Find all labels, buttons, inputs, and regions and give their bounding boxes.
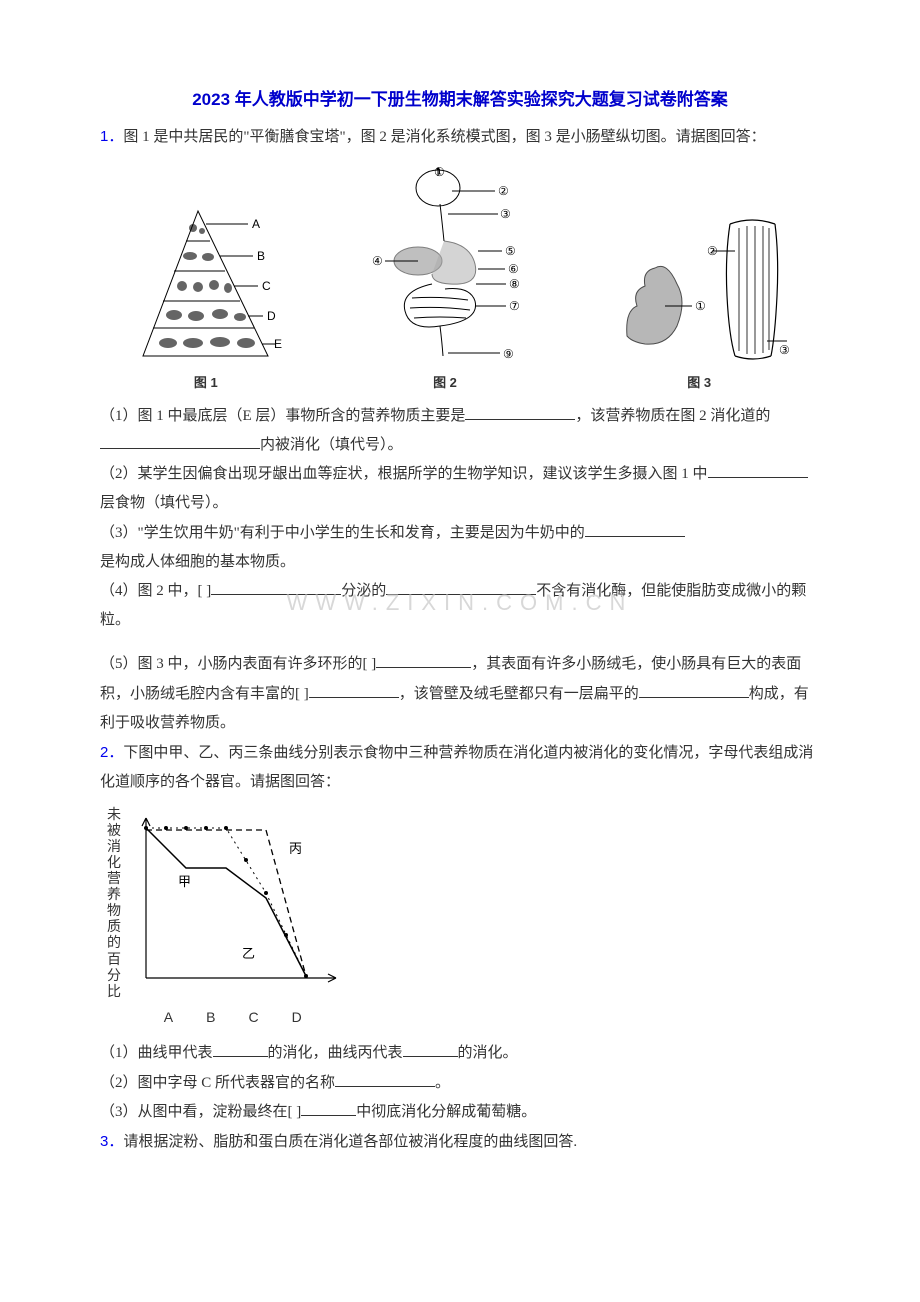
blank — [403, 1042, 458, 1057]
digestion-curve-chart: 甲 乙 丙 — [126, 808, 346, 993]
figure-2: ① ② ③ ④ ⑤ ⑥ ⑦ ⑧ ⑨ 图 2 — [340, 166, 550, 395]
dig-label-8: ⑧ — [509, 277, 520, 291]
pyramid-label-e: E — [274, 337, 282, 351]
blank — [585, 522, 685, 537]
pyramid-label-d: D — [267, 309, 276, 323]
q1-p2: （2）某学生因偏食出现牙龈出血等症状，根据所学的生物学知识，建议该学生多摄入图 … — [100, 460, 820, 519]
dig-label-5: ⑤ — [505, 244, 516, 258]
q1-figures: A B C D E 图 1 — [100, 166, 820, 395]
q2-chart: 未被消化营养物质的百分比 甲 — [106, 808, 820, 1032]
q2-p3a: （3）从图中看，淀粉最终在[ ] — [100, 1104, 301, 1120]
q1-p3b: 是构成人体细胞的基本物质。 — [100, 554, 295, 570]
q1-intro: 1．图 1 是中共居民的"平衡膳食宝塔"，图 2 是消化系统模式图，图 3 是小… — [100, 122, 820, 152]
q2-number: 2． — [100, 744, 123, 761]
q1-p1a: （1）图 1 中最底层（E 层）事物所含的营养物质主要是 — [100, 408, 465, 424]
dig-label-6: ⑥ — [508, 262, 519, 276]
q1-p4a: （4）图 2 中，[ ] — [100, 583, 211, 599]
blank — [309, 683, 399, 698]
pyramid-label-a: A — [252, 217, 260, 231]
chart-ylabel: 未被消化营养物质的百分比 — [106, 808, 122, 1001]
q1-p2a: （2）某学生因偏食出现牙龈出血等症状，根据所学的生物学知识，建议该学生多摄入图 … — [100, 466, 708, 482]
q2-intro-text: 下图中甲、乙、丙三条曲线分别表示食物中三种营养物质在消化道内被消化的变化情况，字… — [100, 745, 813, 790]
dig-label-9: ⑨ — [503, 347, 514, 361]
series-label-yi: 乙 — [242, 946, 255, 961]
q1-p2b: 层食物（填代号）。 — [100, 495, 228, 511]
q1-p1b: ，该营养物质在图 2 消化道的 — [575, 408, 770, 424]
q2-p2a: （2）图中字母 C 所代表器官的名称 — [100, 1075, 335, 1091]
xlabel-d: D — [292, 1009, 335, 1025]
q1-p5a: （5）图 3 中，小肠内表面有许多环形的[ ] — [100, 656, 376, 672]
blank — [335, 1072, 435, 1087]
blank — [386, 580, 536, 595]
pyramid-label-b: B — [257, 249, 265, 263]
q1-p4: （4）图 2 中，[ ]分泌的不含有消化酶，但能使脂肪变成微小的颗粒。 — [100, 577, 820, 636]
blank — [376, 653, 471, 668]
q3-number: 3． — [100, 1133, 123, 1150]
intestine-diagram: ② ① ③ — [607, 206, 792, 366]
q3-text: 请根据淀粉、脂肪和蛋白质在消化道各部位被消化程度的曲线图回答. — [123, 1134, 577, 1150]
dig-label-1: ① — [434, 166, 445, 179]
q2-p3: （3）从图中看，淀粉最终在[ ] 中彻底消化分解成葡萄糖。 — [100, 1098, 820, 1127]
fig3-caption: 图 3 — [607, 370, 792, 395]
blank — [708, 463, 808, 478]
q1-p3: （3）"学生饮用牛奶"有利于中小学生的生长和发育，主要是因为牛奶中的 是构成人体… — [100, 519, 820, 578]
q1-p4b: 分泌的 — [341, 583, 386, 599]
q1-p5: （5）图 3 中，小肠内表面有许多环形的[ ]，其表面有许多小肠绒毛，使小肠具有… — [100, 650, 820, 738]
figure-1: A B C D E 图 1 — [128, 201, 283, 395]
xlabel-c: C — [248, 1009, 291, 1025]
page-title: 2023 年人教版中学初一下册生物期末解答实验探究大题复习试卷附答案 — [100, 85, 820, 110]
content-body: 1．图 1 是中共居民的"平衡膳食宝塔"，图 2 是消化系统模式图，图 3 是小… — [100, 122, 820, 1157]
q2-p2: （2）图中字母 C 所代表器官的名称 。 — [100, 1069, 820, 1098]
blank — [465, 405, 575, 420]
q2-p1: （1）曲线甲代表 的消化，曲线丙代表 的消化。 — [100, 1039, 820, 1068]
series-label-jia: 甲 — [178, 874, 191, 889]
chart-xlabels: ABCD — [164, 1004, 346, 1031]
int-label-3: ③ — [779, 343, 790, 357]
dig-label-3: ③ — [500, 207, 511, 221]
q3: 3．请根据淀粉、脂肪和蛋白质在消化道各部位被消化程度的曲线图回答. — [100, 1127, 820, 1157]
dig-label-4: ④ — [372, 254, 383, 268]
q1-p1c: 内被消化（填代号）。 — [260, 437, 403, 453]
figure-3: ② ① ③ 图 3 — [607, 206, 792, 395]
q2-p2b: 。 — [435, 1075, 450, 1091]
int-label-2: ② — [707, 244, 718, 258]
q2-p1c: 的消化。 — [458, 1045, 518, 1061]
q1-intro-text: 图 1 是中共居民的"平衡膳食宝塔"，图 2 是消化系统模式图，图 3 是小肠壁… — [123, 129, 765, 145]
q1-p5c: ，该管壁及绒毛壁都只有一层扁平的 — [399, 686, 639, 702]
xlabel-b: B — [206, 1009, 248, 1025]
pyramid-label-c: C — [262, 279, 271, 293]
dig-label-7: ⑦ — [509, 299, 520, 313]
fig1-caption: 图 1 — [128, 370, 283, 395]
blank — [213, 1042, 268, 1057]
q2-p1b: 的消化，曲线丙代表 — [268, 1045, 403, 1061]
q1-p1: （1）图 1 中最底层（E 层）事物所含的营养物质主要是 ，该营养物质在图 2 消… — [100, 402, 820, 461]
q1-p3a: （3）"学生饮用牛奶"有利于中小学生的生长和发育，主要是因为牛奶中的 — [100, 525, 585, 541]
digestive-diagram: ① ② ③ ④ ⑤ ⑥ ⑦ ⑧ ⑨ — [340, 166, 550, 366]
q2-p3b: 中彻底消化分解成葡萄糖。 — [356, 1104, 536, 1120]
q2-p1a: （1）曲线甲代表 — [100, 1045, 213, 1061]
q2-intro: 2．下图中甲、乙、丙三条曲线分别表示食物中三种营养物质在消化道内被消化的变化情况… — [100, 738, 820, 798]
pyramid-diagram: A B C D E — [128, 201, 283, 366]
int-label-1: ① — [695, 299, 706, 313]
fig2-caption: 图 2 — [340, 370, 550, 395]
dig-label-2: ② — [498, 184, 509, 198]
blank — [100, 434, 260, 449]
blank — [301, 1101, 356, 1116]
xlabel-a: A — [164, 1009, 206, 1025]
q1-number: 1． — [100, 128, 123, 145]
series-label-bing: 丙 — [289, 841, 302, 856]
blank — [211, 580, 341, 595]
blank — [639, 683, 749, 698]
